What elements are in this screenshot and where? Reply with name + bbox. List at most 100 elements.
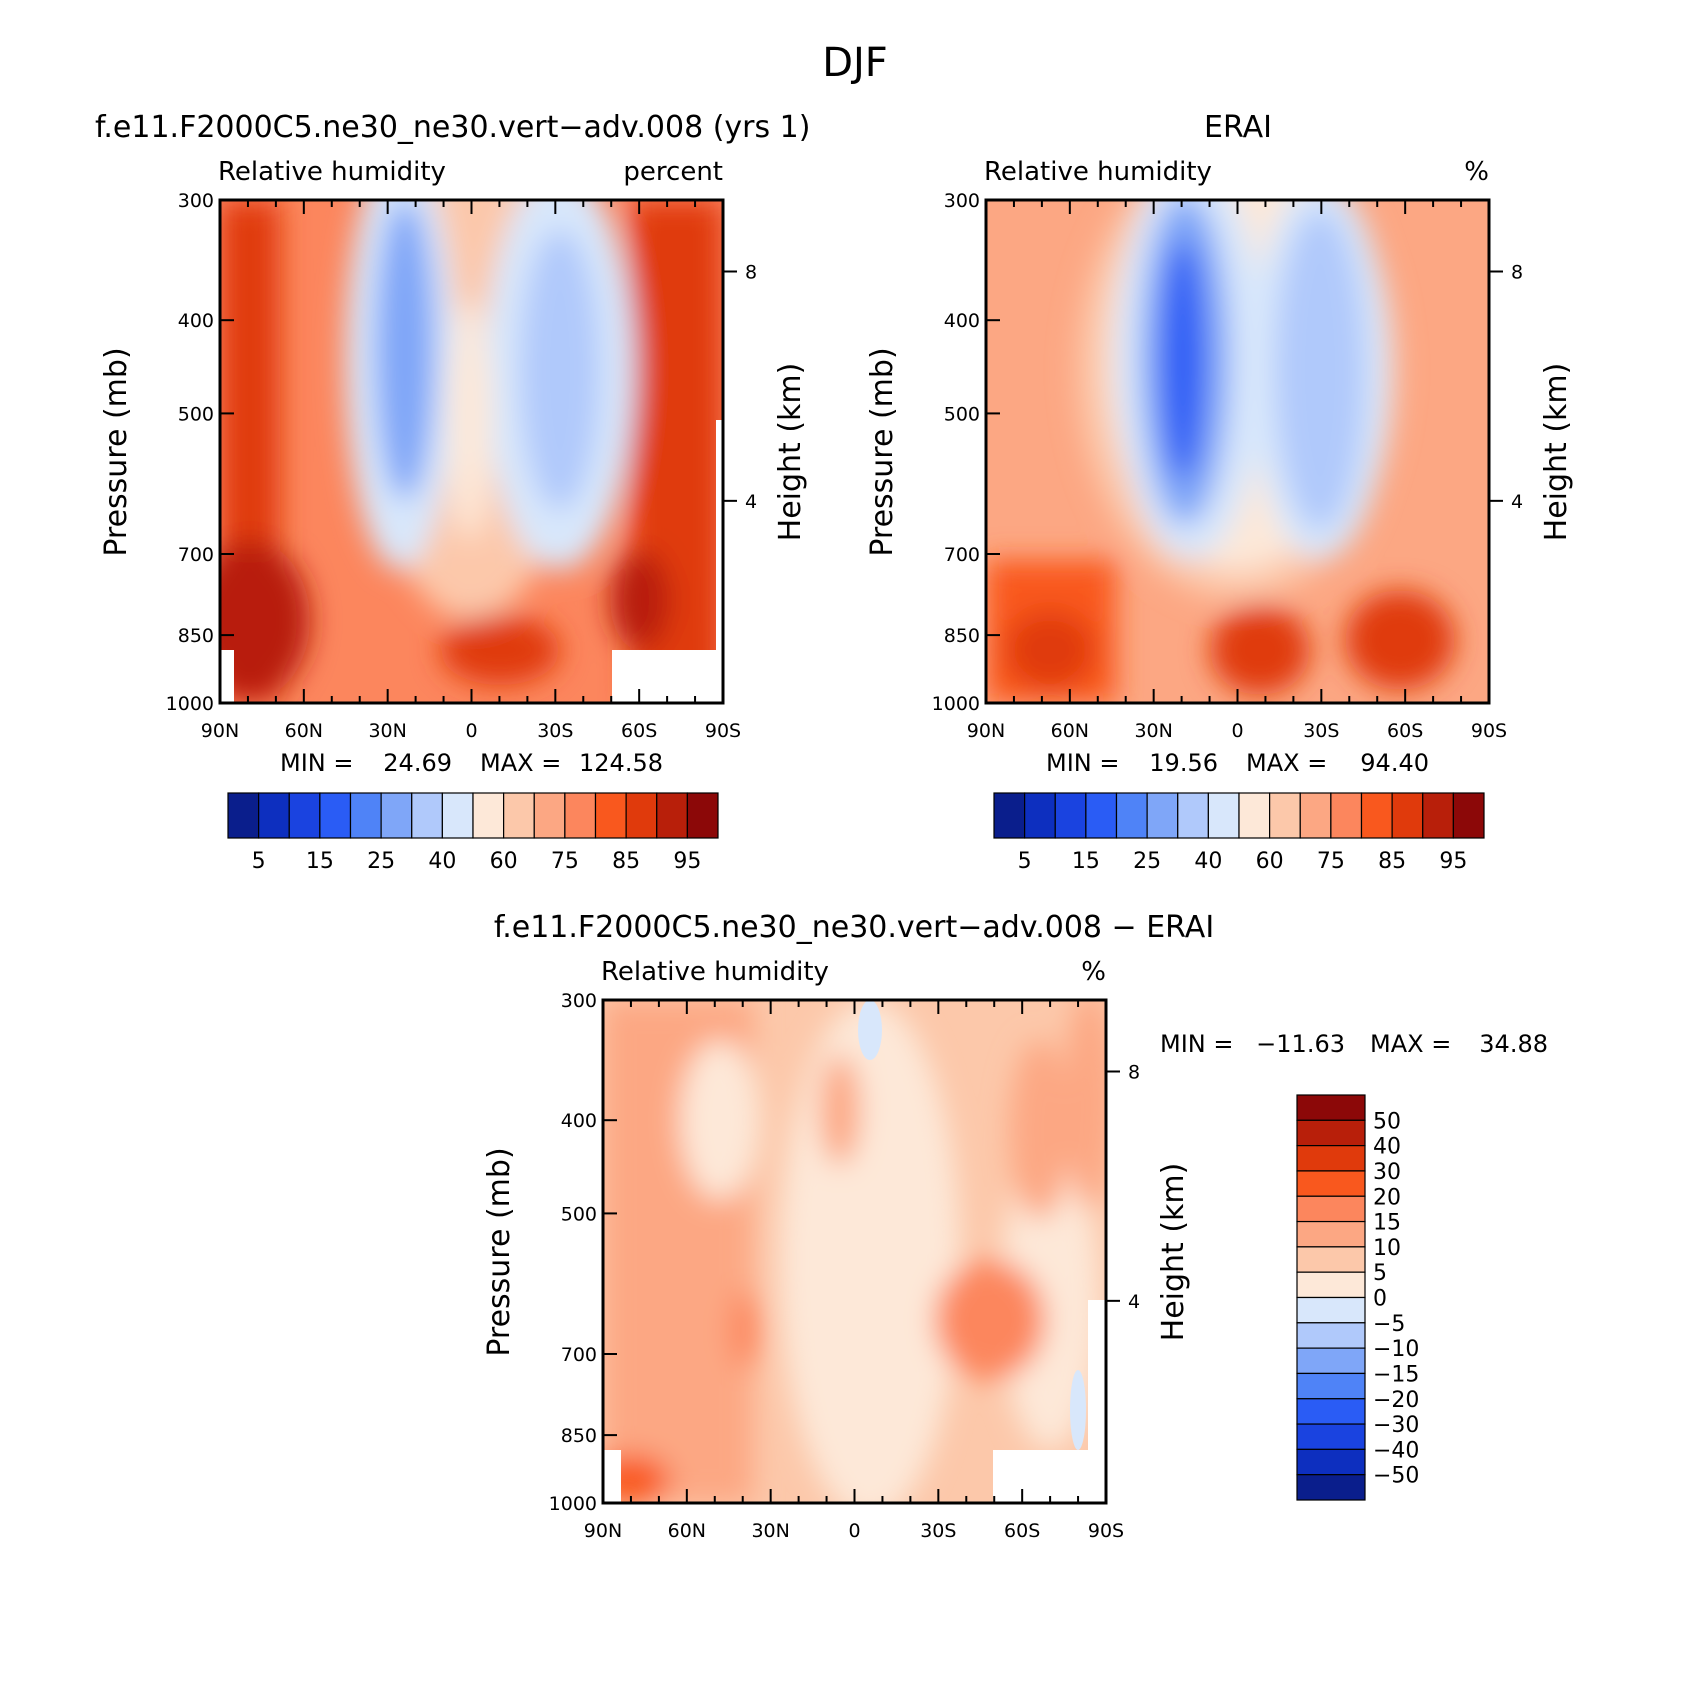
colorbar-label: −40: [1373, 1438, 1419, 1463]
colorbar-label: 75: [1317, 849, 1345, 874]
panel-erai-y-tick-label: 400: [944, 310, 980, 332]
panel-difference-left-label: Relative humidity: [601, 957, 829, 987]
panel-model-x-tick-label: 90N: [201, 720, 239, 742]
colorbar-swatch: [564, 792, 597, 839]
panel-difference: f.e11.F2000C5.ne30_ne30.vert−adv.008 − E…: [482, 910, 1548, 1542]
panel-erai-y2-tick-label: 8: [1511, 261, 1523, 283]
panel-model-y-tick-label: 300: [178, 190, 214, 212]
panel-erai-title: ERAI: [1204, 110, 1272, 145]
colorbar-swatch: [1115, 792, 1148, 839]
colorbar-label: 25: [367, 849, 395, 874]
colorbar-swatch: [1269, 792, 1301, 839]
panel-erai-min-label: MIN =: [1046, 749, 1119, 777]
panel-difference-x-tick-label: 30N: [751, 1520, 789, 1542]
colorbar-label: 0: [1373, 1287, 1387, 1312]
panel-erai-y-tick-label: 850: [944, 625, 980, 647]
panel-difference-min-value: −11.63: [1256, 1030, 1345, 1058]
panel-erai-x-tick-label: 60N: [1051, 720, 1089, 742]
colorbar-swatch: [1296, 1372, 1366, 1400]
colorbar-label: −15: [1373, 1362, 1419, 1387]
panel-difference-contour-field: [603, 1000, 1106, 1503]
panel-difference-y-tick-label: 700: [561, 1344, 597, 1366]
colorbar-swatch: [533, 792, 566, 839]
panel-difference-x-tick-label: 0: [848, 1520, 860, 1542]
panel-difference-title: f.e11.F2000C5.ne30_ne30.vert−adv.008 − E…: [494, 910, 1214, 945]
panel-erai: ERAI Relative humidity % 90N 60N 30N 0 30S 60…: [865, 110, 1574, 874]
colorbar-swatch: [594, 792, 627, 839]
colorbar-swatch: [288, 792, 321, 839]
panel-model: f.e11.F2000C5.ne30_ne30.vert−adv.008 (yr…: [95, 110, 810, 874]
colorbar-label: 5: [252, 849, 266, 874]
colorbar-swatch: [319, 792, 352, 839]
colorbar-swatch: [1296, 1195, 1366, 1223]
panel-difference-y-tick-label: 1000: [549, 1493, 597, 1515]
colorbar-label: 95: [1439, 849, 1467, 874]
panel-model-units-label: percent: [623, 157, 723, 187]
colorbar-label: 5: [1373, 1261, 1387, 1286]
panel-model-contour-field: [220, 200, 723, 703]
colorbar-label: −10: [1373, 1337, 1419, 1362]
colorbar-swatch: [441, 792, 474, 839]
colorbar-swatch: [993, 792, 1026, 839]
panel-erai-y2label: Height (km): [1539, 363, 1574, 542]
colorbar-swatch: [625, 792, 658, 839]
panel-erai-ylabel: Pressure (mb): [865, 347, 900, 556]
panel-erai-y-tick-label: 500: [944, 403, 980, 425]
panel-difference-y2label: Height (km): [1156, 1163, 1191, 1342]
panel-difference-x-tick-label: 60N: [668, 1520, 706, 1542]
panel-model-y2-tick-label: 4: [745, 491, 757, 513]
colorbar-label: −50: [1373, 1464, 1419, 1489]
colorbar-label: 60: [490, 849, 518, 874]
colorbar-label: 60: [1256, 849, 1284, 874]
panel-model-x-tick-label: 60N: [285, 720, 323, 742]
colorbar-swatch: [1054, 792, 1087, 839]
colorbar-swatch: [686, 792, 719, 839]
panel-erai-x-tick-label: 30N: [1134, 720, 1172, 742]
colorbar-label: 30: [1373, 1160, 1401, 1185]
colorbar-label: 15: [1373, 1211, 1401, 1236]
colorbar-swatch: [1296, 1145, 1366, 1172]
panel-difference-y-tick-label: 300: [561, 990, 597, 1012]
panel-model-y-tick-label: 500: [178, 403, 214, 425]
colorbar-label: 85: [612, 849, 640, 874]
panel-model-y2label: Height (km): [773, 363, 808, 542]
colorbar-swatch: [1177, 792, 1209, 839]
colorbar-swatch: [1296, 1448, 1366, 1476]
colorbar-swatch: [1296, 1296, 1366, 1324]
panel-difference-y-tick-label: 850: [561, 1425, 597, 1447]
panel-difference-y2-tick-label: 4: [1128, 1291, 1140, 1313]
colorbar-label: 15: [1072, 849, 1100, 874]
colorbar-swatch: [1296, 1398, 1366, 1425]
panel-model-x-tick-label: 30N: [368, 720, 406, 742]
panel-model-y-tick-label: 1000: [166, 693, 214, 715]
panel-model-x-tick-label: 0: [465, 720, 477, 742]
colorbar-swatch: [1422, 792, 1454, 839]
figure-title: DJF: [822, 40, 888, 86]
panel-erai-x-tick-label: 90S: [1471, 720, 1507, 742]
panel-erai-stats: MIN = 19.56 MAX = 94.40: [1046, 749, 1429, 777]
panel-erai-units-label: %: [1464, 157, 1489, 187]
panel-difference-x-tick-label: 90N: [584, 1520, 622, 1542]
colorbar-label: 75: [551, 849, 579, 874]
panel-erai-y-tick-label: 700: [944, 544, 980, 566]
panel-model-max-label: MAX =: [480, 749, 561, 777]
colorbar-swatch: [1452, 792, 1485, 839]
colorbar-swatch: [1330, 792, 1363, 839]
colorbar-swatch: [1296, 1094, 1366, 1121]
colorbar-label: 95: [673, 849, 701, 874]
panel-difference-max-label: MAX =: [1370, 1030, 1451, 1058]
panel-model-x-tick-label: 30S: [537, 720, 573, 742]
colorbar-label: 85: [1378, 849, 1406, 874]
colorbar-swatch: [1296, 1474, 1366, 1501]
colorbar-label: 10: [1373, 1236, 1401, 1261]
panel-model-y-tick-label: 400: [178, 310, 214, 332]
panel-model-x-tick-label: 90S: [705, 720, 741, 742]
panel-difference-stats: MIN = −11.63 MAX = 34.88: [1160, 1030, 1548, 1058]
colorbar-label: 40: [428, 849, 456, 874]
panel-model-ylabel: Pressure (mb): [99, 347, 134, 556]
colorbar-swatch: [1296, 1246, 1366, 1273]
colorbar-swatch: [1296, 1347, 1366, 1375]
panel-erai-x-tick-label: 0: [1231, 720, 1243, 742]
